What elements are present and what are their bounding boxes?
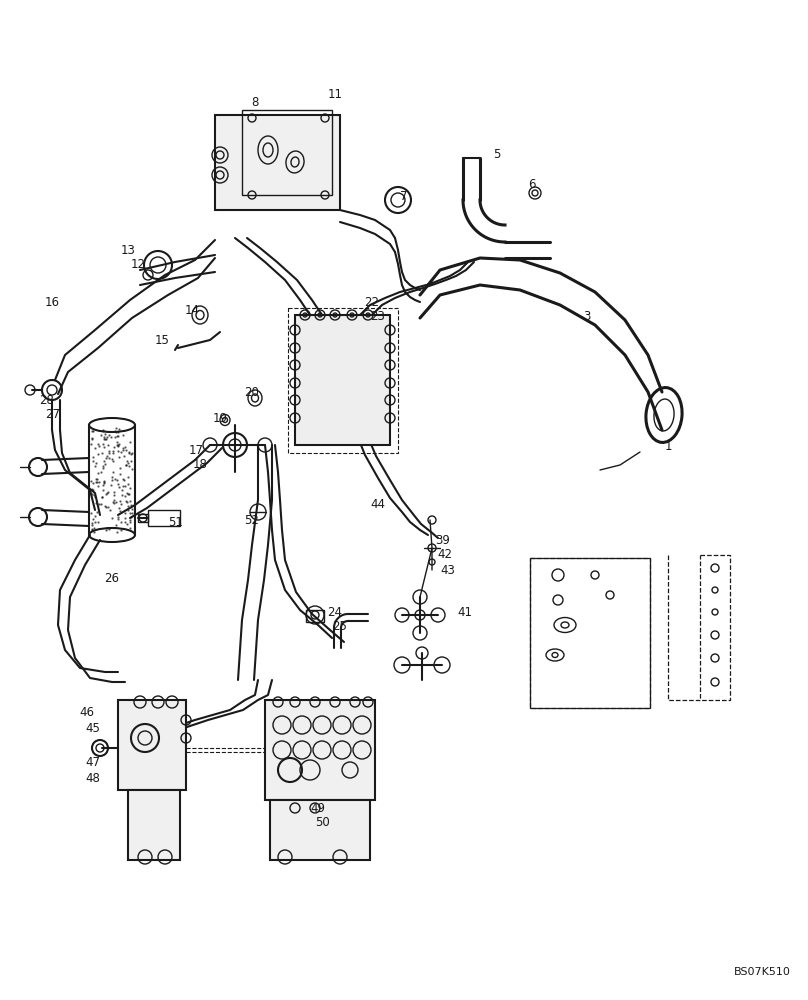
Text: 41: 41 [457, 605, 473, 618]
Bar [265, 700, 375, 800]
Text: 49: 49 [310, 802, 326, 814]
Bar [242, 110, 332, 195]
Text: 11: 11 [327, 89, 343, 102]
Text: 8: 8 [251, 97, 259, 109]
Text: 14: 14 [184, 304, 200, 316]
Text: 6: 6 [528, 178, 536, 192]
Text: 24: 24 [327, 605, 343, 618]
Bar [306, 610, 324, 622]
Bar [138, 514, 148, 522]
Text: 17: 17 [188, 444, 204, 456]
Text: 12: 12 [131, 258, 145, 271]
Text: 47: 47 [86, 756, 100, 770]
Text: 43: 43 [440, 564, 456, 576]
Text: 1: 1 [664, 440, 671, 454]
Text: 7: 7 [400, 190, 408, 204]
Bar [530, 558, 650, 708]
Text: 51: 51 [169, 516, 183, 530]
Bar [128, 790, 180, 860]
Bar [215, 115, 340, 210]
Text: 27: 27 [45, 408, 61, 422]
Text: 3: 3 [583, 310, 591, 324]
Text: 50: 50 [316, 816, 330, 830]
Bar [118, 700, 186, 790]
Text: 5: 5 [494, 147, 501, 160]
Bar [270, 800, 370, 860]
Bar [288, 308, 398, 453]
Text: 23: 23 [371, 310, 385, 324]
Text: 20: 20 [245, 386, 259, 399]
Text: 25: 25 [333, 620, 347, 634]
Text: 28: 28 [40, 393, 54, 406]
Text: BS07K510: BS07K510 [734, 967, 790, 977]
Bar [530, 558, 650, 708]
Text: 26: 26 [104, 572, 120, 584]
Text: 46: 46 [79, 706, 95, 720]
Text: 19: 19 [213, 412, 228, 424]
Text: 15: 15 [154, 334, 170, 347]
Text: 42: 42 [437, 548, 452, 562]
Text: 44: 44 [371, 498, 385, 512]
Text: 52: 52 [245, 514, 259, 526]
Text: 45: 45 [86, 722, 100, 734]
Text: 13: 13 [120, 243, 136, 256]
Text: 48: 48 [86, 772, 100, 784]
Bar [148, 510, 180, 526]
Text: 22: 22 [364, 296, 380, 308]
Text: 16: 16 [44, 296, 60, 308]
Text: 18: 18 [192, 458, 208, 472]
Bar [295, 315, 390, 445]
Text: 39: 39 [436, 534, 450, 546]
